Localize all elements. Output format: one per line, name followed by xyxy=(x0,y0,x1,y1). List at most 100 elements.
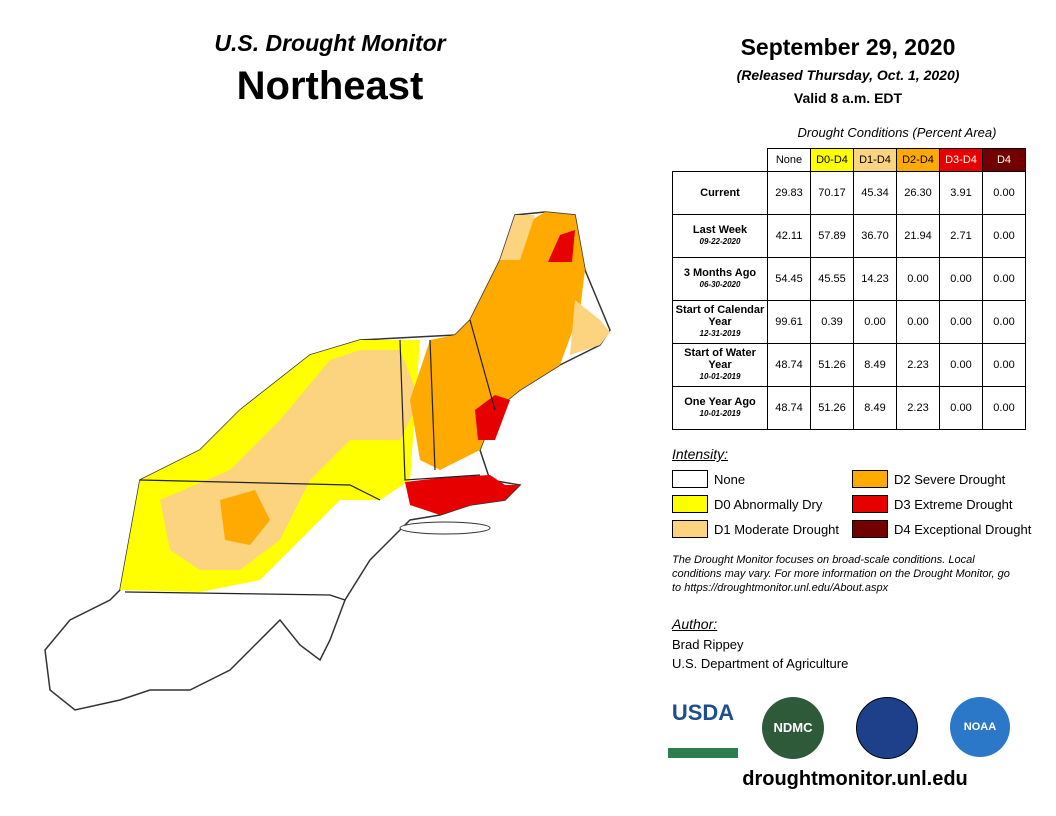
cell: 51.26 xyxy=(810,343,854,387)
legend-label: D2 Severe Drought xyxy=(894,471,1006,487)
legend-item: D3 Extreme Drought xyxy=(852,495,1013,513)
cell: 0.00 xyxy=(939,343,983,387)
row: 3 Months Ago 06-30-2020 54.45 45.55 14.23 0.0… xyxy=(672,257,1026,301)
row-label: Start of Calendar Year 12-31-2019 xyxy=(672,300,768,344)
legend-label: None xyxy=(714,471,746,487)
legend-item: D2 Severe Drought xyxy=(852,470,1005,488)
logo-noaa: NOAA xyxy=(950,697,1010,757)
cell: 42.11 xyxy=(767,214,811,258)
legend-item: D0 Abnormally Dry xyxy=(672,495,822,513)
title: U.S. Drought Monitor xyxy=(214,30,446,56)
cell: 0.00 xyxy=(896,300,940,344)
legend-swatch xyxy=(852,470,888,488)
author-name: Brad Rippey xyxy=(672,637,744,652)
author-title: Author: xyxy=(672,616,718,632)
row-label-text: Start of Calendar Year xyxy=(675,304,765,328)
cell: 8.49 xyxy=(853,343,897,387)
cell: 2.23 xyxy=(896,343,940,387)
row: Last Week 09-22-2020 42.11 57.89 36.70 21.94 2… xyxy=(672,214,1026,258)
legend-title: Intensity: xyxy=(672,446,729,462)
legend-label: D1 Moderate Drought xyxy=(714,521,840,537)
cell: 45.34 xyxy=(853,171,897,215)
url: droughtmonitor.unl.edu xyxy=(742,768,968,790)
row-date: 10-01-2019 xyxy=(699,409,741,418)
logo-ndmc: NDMC xyxy=(762,697,824,759)
legend-item: D1 Moderate Drought xyxy=(672,520,839,538)
cell: 36.70 xyxy=(853,214,897,258)
cell: 54.45 xyxy=(767,257,811,301)
row: Start of Calendar Year 12-31-2019 99.61 0.3… xyxy=(672,300,1026,344)
state-lines xyxy=(429,339,436,471)
cell: 2.71 xyxy=(939,214,983,258)
released: (Released Thursday, Oct. 1, 2020) xyxy=(736,67,960,83)
legend-swatch xyxy=(672,495,708,513)
cell: 0.39 xyxy=(810,300,854,344)
row-label: One Year Ago 10-01-2019 xyxy=(672,386,768,430)
row-label-text: One Year Ago xyxy=(684,396,756,408)
state-lines xyxy=(139,479,381,501)
blank xyxy=(673,149,768,172)
legend-swatch xyxy=(852,495,888,513)
date: September 29, 2020 xyxy=(740,34,956,60)
cell: 29.83 xyxy=(767,171,811,215)
row-label: Current xyxy=(672,171,768,215)
map xyxy=(44,211,611,711)
header-row: None D0-D4 D1-D4 D2-D4 D3-D4 D4 xyxy=(673,148,1026,172)
row-label-text: Start of Water Year xyxy=(684,347,756,371)
cell: 0.00 xyxy=(939,257,983,301)
valid: Valid 8 a.m. EDT xyxy=(793,90,903,106)
cell: 3.91 xyxy=(939,171,983,215)
cell: 70.17 xyxy=(810,171,854,215)
row-date: 06-30-2020 xyxy=(699,280,741,289)
row: Current 29.83 70.17 45.34 26.30 3.91 0.00 xyxy=(672,171,1026,215)
row-label: Last Week 09-22-2020 xyxy=(672,214,768,258)
column-header: D1-D4 xyxy=(853,148,897,172)
cell: 26.30 xyxy=(896,171,940,215)
region-d2-pa xyxy=(220,490,270,545)
legend-swatch xyxy=(672,470,708,488)
row-label-text: Current xyxy=(700,187,740,199)
legend-swatch xyxy=(852,520,888,538)
row-label-text: Last Week xyxy=(692,224,748,236)
legend-label: D0 Abnormally Dry xyxy=(714,496,823,512)
cell: 0.00 xyxy=(939,300,983,344)
note: The Drought Monitor focuses on broad-sca… xyxy=(672,554,1010,594)
legend-item: D4 Exceptional Drought xyxy=(852,520,1031,538)
state-lines xyxy=(124,591,346,601)
cell: 14.23 xyxy=(853,257,897,301)
cell: 0.00 xyxy=(853,300,897,344)
cell: 48.74 xyxy=(767,343,811,387)
row-label-text: 3 Months Ago xyxy=(683,267,757,279)
region-d3-ma xyxy=(405,475,520,515)
cell: 21.94 xyxy=(896,214,940,258)
legend-label: D3 Extreme Drought xyxy=(894,496,1013,512)
cell: 57.89 xyxy=(810,214,854,258)
row: One Year Ago 10-01-2019 48.74 51.26 8.49 2.23… xyxy=(672,386,1026,430)
cell: 0.00 xyxy=(939,386,983,430)
author-org: U.S. Department of Agriculture xyxy=(672,656,849,671)
cell: 2.23 xyxy=(896,386,940,430)
row-label: 3 Months Ago 06-30-2020 xyxy=(672,257,768,301)
cell: 0.00 xyxy=(982,343,1026,387)
cell: 0.00 xyxy=(982,214,1026,258)
cell: 0.00 xyxy=(982,171,1026,215)
cell: 0.00 xyxy=(982,386,1026,430)
logo-commerce xyxy=(856,697,918,759)
column-header: D3-D4 xyxy=(939,148,983,172)
row-date: 10-01-2019 xyxy=(699,372,741,381)
region-d3-nme xyxy=(548,230,575,262)
legend-item: None xyxy=(672,470,745,488)
column-header: D4 xyxy=(982,148,1026,172)
row-date: 09-22-2020 xyxy=(699,237,741,246)
cell: 51.26 xyxy=(810,386,854,430)
legend-swatch xyxy=(672,520,708,538)
region-d1-me xyxy=(570,300,610,355)
state-lines xyxy=(469,319,496,411)
row-label: Start of Water Year 10-01-2019 xyxy=(672,343,768,387)
column-header: D2-D4 xyxy=(896,148,940,172)
row-date: 12-31-2019 xyxy=(699,329,741,338)
region-d2-ne xyxy=(410,212,585,470)
cell: 0.00 xyxy=(982,300,1026,344)
state-lines xyxy=(399,339,481,481)
